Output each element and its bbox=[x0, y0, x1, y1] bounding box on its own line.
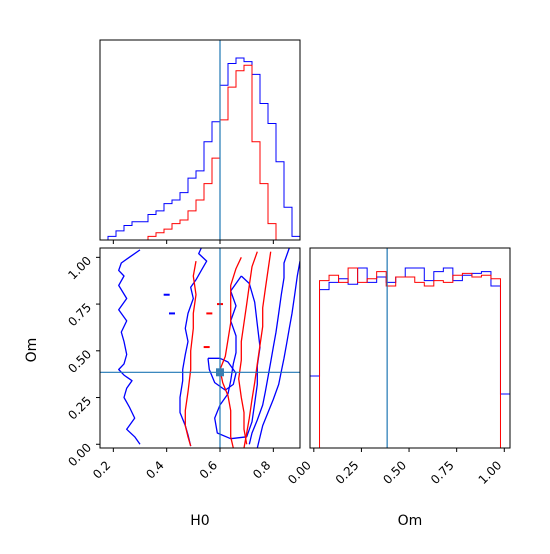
contour-x-tick-label: 0.4 bbox=[143, 458, 166, 481]
om-x-tick-label: 0.00 bbox=[285, 458, 314, 487]
contour-line-2 bbox=[248, 248, 290, 445]
contour-line-1 bbox=[179, 248, 208, 447]
contour-lines-group bbox=[100, 248, 300, 448]
h0-histogram-series-0 bbox=[100, 57, 301, 241]
contour-line-5 bbox=[207, 357, 237, 391]
contour-line-6 bbox=[219, 257, 242, 448]
h0-om-contour-panel: 0.2 0.4 0.6 0.8 0.00 0.25 0.50 0.75 1.00 H0 Om bbox=[24, 247, 301, 529]
contour-y-axis-label: Om bbox=[24, 338, 40, 363]
contour-truth-marker bbox=[216, 368, 224, 377]
contour-y-tick-label: 0.50 bbox=[65, 347, 94, 376]
contour-x-tick-label: 0.8 bbox=[250, 458, 273, 481]
contour-line-9 bbox=[184, 260, 197, 447]
om-x-tick-label: 0.50 bbox=[380, 458, 409, 487]
om-x-tick-label: 1.00 bbox=[476, 458, 505, 487]
h0-histogram-panel bbox=[99, 39, 301, 244]
contour-frame bbox=[99, 247, 301, 449]
contour-y-tick-label: 0.75 bbox=[65, 300, 94, 329]
h0-histogram-series-1 bbox=[100, 64, 300, 241]
contour-y-tick-label: 1.00 bbox=[65, 254, 94, 283]
om-histogram-series-0 bbox=[309, 267, 511, 448]
om-histogram-panel: 0.00 0.25 0.50 0.75 1.00 Om bbox=[285, 247, 511, 529]
om-x-tick-label: 0.25 bbox=[333, 458, 362, 487]
contour-y-tick-label: 0.25 bbox=[65, 394, 94, 423]
om-histogram-series-1 bbox=[310, 267, 510, 449]
om-histogram-frame bbox=[309, 247, 511, 449]
contour-line-4 bbox=[214, 275, 261, 440]
contour-line-3 bbox=[256, 260, 300, 448]
om-x-tick-label: 0.75 bbox=[428, 458, 457, 487]
contour-line-7 bbox=[238, 251, 258, 445]
contour-line-0 bbox=[118, 249, 141, 445]
contour-line-8 bbox=[243, 251, 272, 448]
om-x-axis-label: Om bbox=[398, 513, 423, 529]
h0-histogram-frame bbox=[99, 39, 301, 241]
contour-x-axis-label: H0 bbox=[190, 513, 209, 529]
contour-x-tick-label: 0.6 bbox=[197, 458, 220, 481]
contour-x-tick-label: 0.2 bbox=[90, 458, 113, 481]
contour-y-tick-label: 0.00 bbox=[65, 440, 94, 469]
